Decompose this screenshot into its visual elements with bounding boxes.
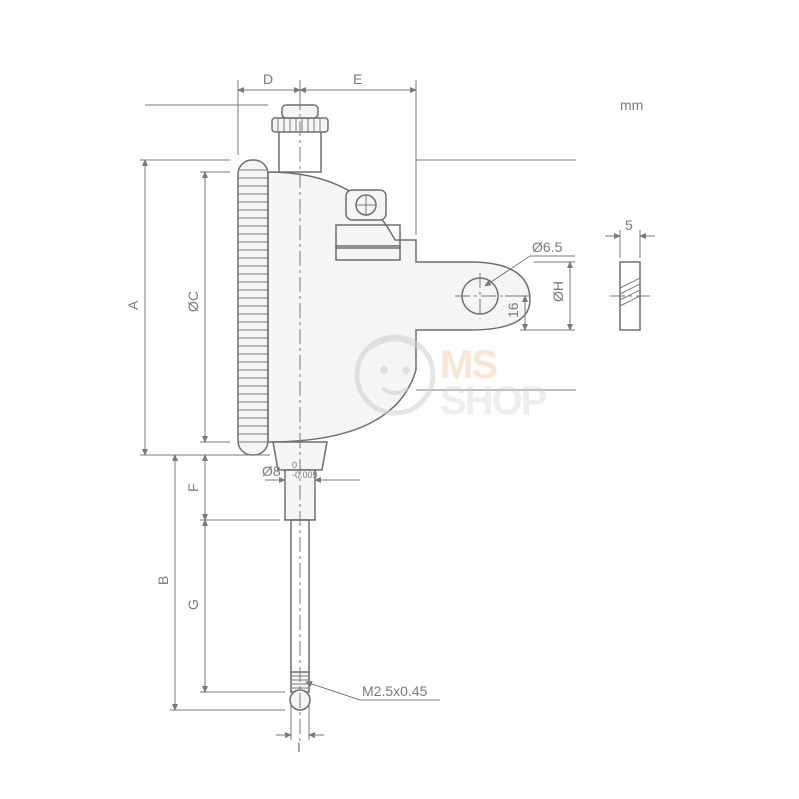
dim-G: G	[185, 520, 285, 692]
label-I: I	[297, 739, 301, 755]
label-stem-tol-u: 0	[292, 460, 297, 470]
side-view	[610, 262, 650, 330]
dim-B: B	[155, 455, 285, 710]
dim-tip-thread: M2.5x0.45	[306, 682, 440, 700]
label-B: B	[155, 576, 171, 585]
label-stem-dia: Ø8	[262, 463, 281, 479]
label-stem-tol-l: -0.009	[292, 470, 318, 480]
units-label: mm	[620, 97, 643, 113]
technical-drawing: 5 mm D E A ØC B F	[0, 0, 799, 799]
dim-C: ØC	[185, 172, 230, 442]
label-tip-thread: M2.5x0.45	[362, 683, 428, 699]
label-A: A	[125, 300, 141, 310]
dim-H: ØH	[534, 262, 575, 330]
label-side-thickness: 5	[625, 217, 633, 233]
label-G: G	[185, 599, 201, 610]
label-D: D	[263, 71, 273, 87]
label-hole-dia: Ø6.5	[532, 239, 563, 255]
bezel	[238, 160, 268, 455]
label-H: ØH	[550, 281, 566, 302]
label-C: ØC	[185, 291, 201, 312]
label-hole-offset: 16	[505, 302, 521, 318]
svg-text:SHOP: SHOP	[440, 379, 547, 423]
label-F: F	[185, 483, 201, 492]
label-E: E	[353, 71, 362, 87]
dim-side-thickness: 5	[605, 217, 655, 258]
